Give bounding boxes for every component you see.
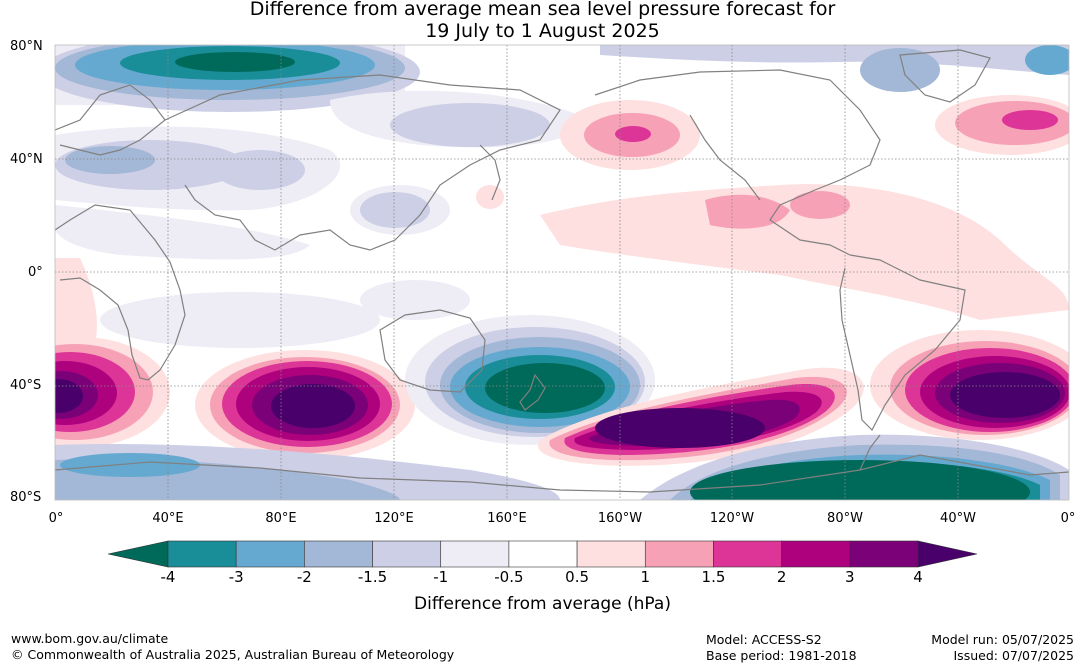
colorbar-tick-label: 1.5 <box>701 568 726 586</box>
colorbar-swatch <box>713 540 782 568</box>
colorbar-tick-label: 1 <box>640 568 651 586</box>
south-atlantic-high <box>55 337 170 447</box>
colorbar-tick-label: -0.5 <box>494 568 524 586</box>
lon-label-160w: 160°W <box>597 511 643 526</box>
colorbar-tick-label: -3 <box>228 568 244 586</box>
colorbar-tick-label: 3 <box>845 568 855 586</box>
lat-label-80s: 80°S <box>10 490 42 505</box>
footer-copyright: © Commonwealth of Australia 2025, Austra… <box>11 647 455 662</box>
colorbar-swatch <box>235 540 305 568</box>
lon-label-120e: 120°E <box>374 511 414 526</box>
chart-title-line-1: Difference from average mean sea level p… <box>249 0 836 20</box>
lat-label-80n: 80°N <box>10 39 43 54</box>
colorbar-tick-label: 4 <box>913 568 923 586</box>
footer-base-period: Base period: 1981-2018 <box>706 648 857 663</box>
lon-label-160e: 160°E <box>487 511 527 526</box>
north-atlantic-high <box>935 95 1069 155</box>
colorbar-extend-high <box>917 540 978 568</box>
lon-label-0-east-edge: 0° <box>1060 511 1076 526</box>
lat-label-0: 0° <box>28 265 43 280</box>
lon-label-120w: 120°W <box>709 511 755 526</box>
south-indian-ocean-high <box>195 350 415 460</box>
lon-label-40w: 40°W <box>940 511 976 526</box>
colorbar-swatch <box>644 540 714 568</box>
colorbar-tick-label: 0.5 <box>565 568 590 586</box>
lon-label-0-west-edge: 0° <box>48 511 64 526</box>
colorbar-swatch <box>849 540 919 568</box>
footer-issued: Issued: 07/07/2025 <box>953 648 1075 663</box>
lat-label-40n: 40°N <box>10 152 43 167</box>
colorbar-swatch <box>304 540 373 568</box>
lat-label-40s: 40°S <box>10 378 42 393</box>
colorbar-tick-label: -2 <box>296 568 312 586</box>
colorbar-swatch <box>440 540 510 568</box>
new-zealand-low <box>405 315 655 445</box>
lon-label-40e: 40°E <box>152 511 184 526</box>
colorbar-swatch <box>372 540 442 568</box>
colorbar-swatch <box>576 540 646 568</box>
footer-model: Model: ACCESS-S2 <box>706 632 822 647</box>
lon-label-80e: 80°E <box>265 511 297 526</box>
south-atlantic-east-high <box>870 330 1069 440</box>
colorbar-tick-label: -1.5 <box>357 568 388 586</box>
north-pacific-high <box>560 100 700 170</box>
colorbar-swatch <box>508 540 578 568</box>
graticule <box>55 45 1069 500</box>
footer-model-run: Model run: 05/07/2025 <box>931 632 1074 647</box>
colorbar-swatch <box>167 540 237 568</box>
south-pacific-high <box>538 367 864 466</box>
colorbar-tick-label: -4 <box>160 568 176 586</box>
north-atlantic-arctic-low <box>55 45 420 112</box>
colorbar-swatch <box>781 540 851 568</box>
map-frame <box>54 44 1070 501</box>
coastlines <box>55 49 1069 493</box>
colorbar-extend-low <box>107 540 169 568</box>
footer-url: www.bom.gov.au/climate <box>11 631 169 646</box>
antarctic-peninsula-low <box>55 434 1069 500</box>
colorbar-title: Difference from average (hPa) <box>414 594 671 614</box>
colorbar-tick-label: -1 <box>433 568 449 586</box>
lon-label-80w: 80°W <box>827 511 863 526</box>
chart-title-line-2: 19 July to 1 August 2025 <box>425 20 660 42</box>
colorbar-tick-label: 2 <box>776 568 787 586</box>
